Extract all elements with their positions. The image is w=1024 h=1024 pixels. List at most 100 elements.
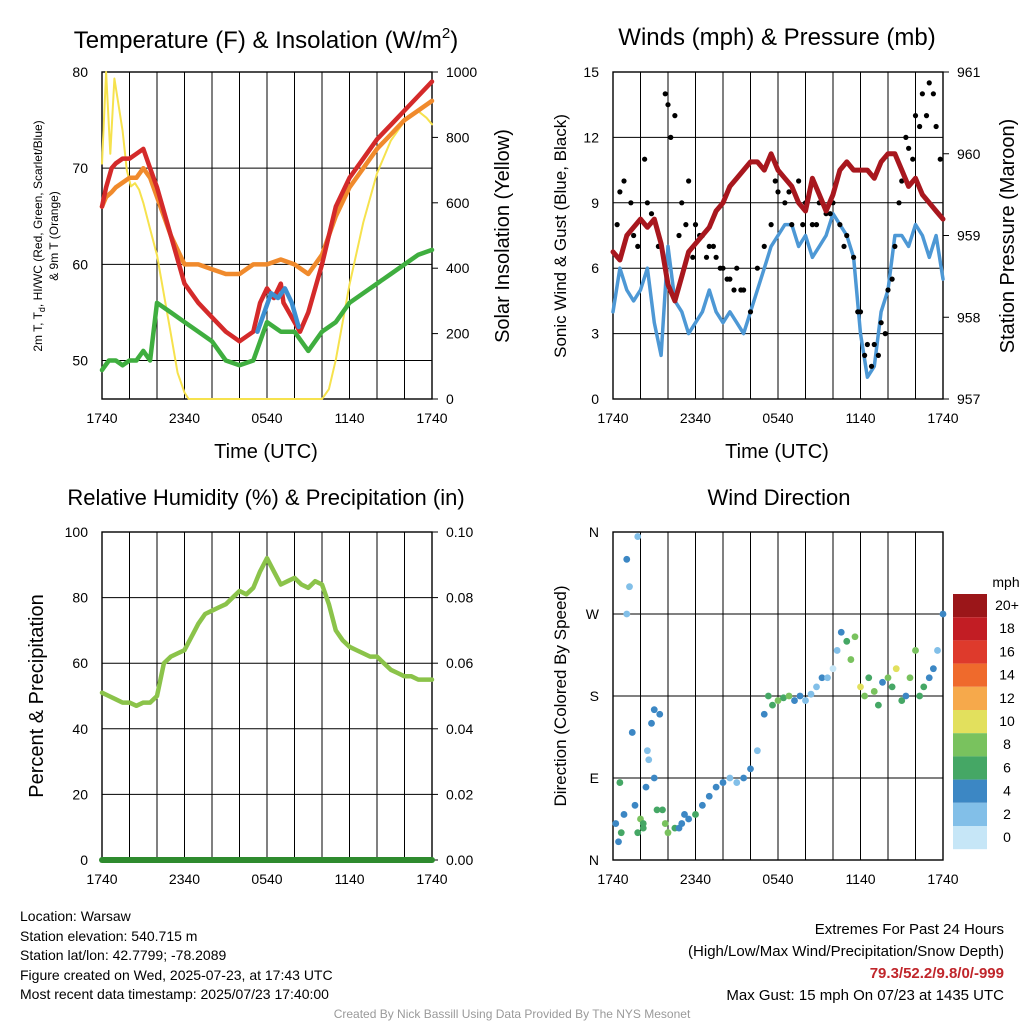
dewpoint-series (99, 247, 435, 373)
temp_9m-series (99, 98, 435, 277)
direction-point (802, 697, 809, 704)
x-tick-label: 1740 (597, 410, 628, 426)
speed-color-legend: mph 20+ 18 16 14 12 10 8 6 4 2 0 (953, 574, 1020, 850)
direction-point (675, 824, 683, 832)
extremes-subtitle: (High/Low/Max Wind/Precipitation/Snow De… (688, 943, 1004, 960)
direction-point (774, 697, 782, 704)
gust-point (676, 232, 682, 239)
gust-point (706, 243, 712, 249)
direction-point (870, 688, 878, 695)
latlon-line: Station lat/lon: 42.7799; -78.2089 (20, 947, 227, 963)
gust-point (703, 254, 710, 260)
legend-label: 6 (1003, 759, 1011, 775)
gust-point (796, 178, 802, 184)
gust-point (896, 200, 902, 206)
x-tick-label: 1140 (334, 871, 364, 887)
legend-swatch (953, 594, 987, 618)
elevation-line: Station elevation: 540.715 m (20, 927, 198, 944)
extremes-title: Extremes For Past 24 Hours (814, 921, 1004, 938)
gust-point (912, 113, 919, 119)
x-tick-label: 1140 (334, 410, 364, 426)
y2-tick-label: 958 (957, 309, 981, 325)
y-tick-label: N (589, 524, 599, 540)
y-tick-label: 100 (65, 524, 89, 540)
gust-point (768, 222, 774, 228)
temp_2m-series (99, 79, 435, 344)
legend-title: mph (992, 574, 1019, 590)
direction-point (925, 674, 933, 682)
gust-point (851, 254, 857, 260)
direction-point (824, 674, 831, 682)
direction-point (685, 815, 693, 823)
direction-point (829, 665, 837, 673)
direction-point (920, 683, 928, 691)
gust-point (731, 287, 737, 293)
gust-point (862, 352, 868, 358)
gust-point (648, 211, 655, 217)
y-tick-label: N (589, 852, 599, 868)
gust-point (635, 243, 641, 249)
x-tick-label: 1740 (927, 410, 958, 426)
y2-tick-label: 0.02 (446, 786, 473, 802)
gust-point (717, 265, 723, 271)
x-tick-label: 1740 (597, 871, 628, 887)
temperature-ylabel-line2: & 9m T (Orange) (47, 191, 61, 281)
gust-point (892, 243, 898, 249)
gust-point (926, 80, 932, 86)
gust-point (827, 211, 833, 217)
legend-label: 16 (999, 643, 1015, 659)
gust-point (906, 145, 912, 151)
direction-point (847, 656, 855, 663)
legend-label: 4 (1003, 783, 1011, 799)
direction-point (879, 678, 886, 686)
gust-point (782, 200, 788, 206)
gust-point (631, 232, 637, 239)
y-tick-label: E (590, 770, 599, 786)
x-tick-label: 0540 (251, 410, 282, 426)
gust-point (628, 200, 634, 206)
direction-point (623, 555, 631, 563)
direction-point (892, 665, 900, 673)
x-tick-label: 1740 (86, 410, 117, 426)
gust-point (713, 254, 719, 260)
legend-swatch (953, 710, 987, 734)
y2-tick-label: 960 (957, 146, 981, 162)
winds-title: Winds (mph) & Pressure (mb) (618, 24, 935, 51)
y2-tick-label: 400 (446, 260, 470, 276)
gust-point (642, 156, 648, 162)
gust-point (617, 189, 623, 195)
gust-point (724, 276, 730, 282)
insolation-ylabel: Solar Insolation (Yellow) (492, 129, 514, 343)
y-tick-label: 0 (80, 852, 88, 868)
y-tick-label: 20 (72, 786, 88, 802)
direction-point (712, 783, 720, 791)
direction-point (791, 697, 798, 704)
gust-point (679, 200, 685, 206)
gust-point (930, 91, 936, 97)
gust-point (683, 222, 689, 228)
winds-xlabel: Time (UTC) (725, 441, 829, 463)
gust-point (871, 341, 877, 348)
legend-label: 8 (1003, 736, 1011, 752)
gust-point (837, 222, 843, 228)
direction-point (642, 783, 650, 791)
direction-point (661, 820, 669, 827)
direction-point (912, 647, 919, 654)
direction-point (659, 806, 666, 814)
gust-point (933, 123, 939, 130)
gust-point (868, 363, 875, 369)
y2-tick-label: 957 (957, 391, 981, 407)
x-tick-label: 2340 (680, 410, 711, 426)
x-tick-label: 1740 (416, 871, 447, 887)
gust-point (910, 156, 916, 162)
y-tick-label: 0 (591, 391, 599, 407)
direction-point (617, 829, 625, 837)
direction-point (681, 811, 688, 818)
direction-point (740, 774, 748, 782)
gust-point (738, 287, 744, 293)
legend-label: 0 (1003, 829, 1011, 845)
direction-point (634, 829, 642, 837)
max-gust-line: Max Gust: 15 mph On 07/23 at 1435 UTC (726, 987, 1004, 1004)
direction-point (837, 628, 845, 636)
